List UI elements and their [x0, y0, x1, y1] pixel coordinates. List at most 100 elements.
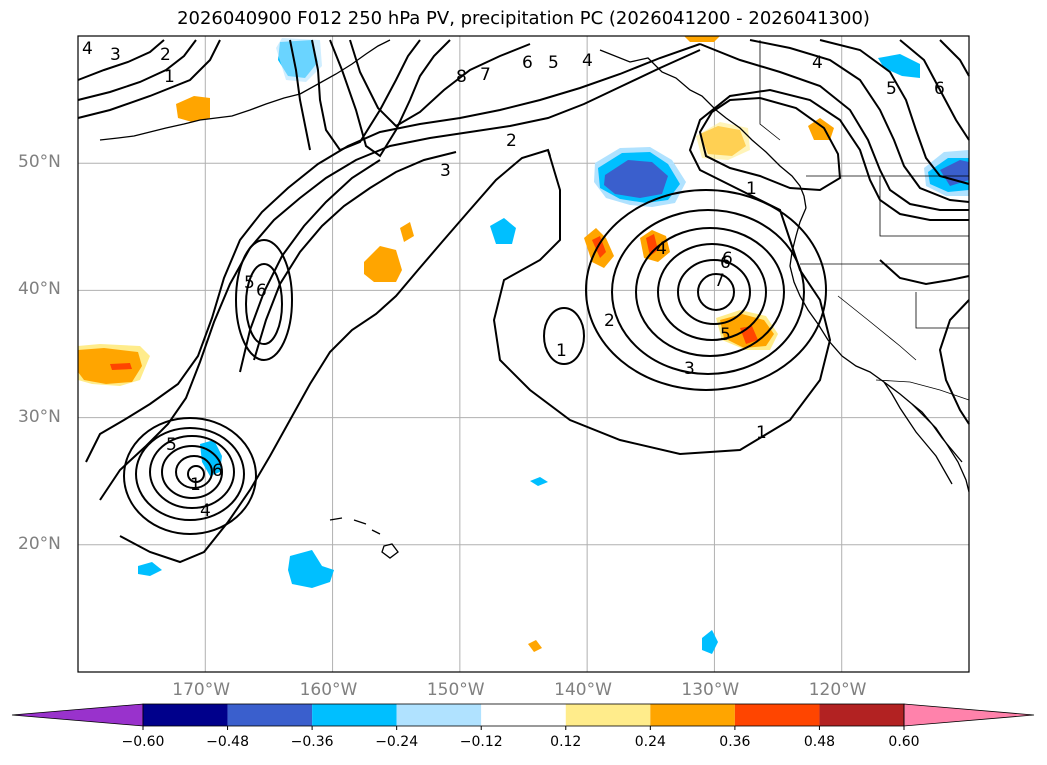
contour-north-5	[77, 39, 197, 101]
contour-west-low-3	[119, 148, 551, 564]
contour-central-ring1	[235, 239, 293, 361]
colorbar-tick-label: 0.12	[550, 734, 582, 750]
map-title: 2026040900 F012 250 hPa PV, precipitatio…	[177, 8, 870, 29]
colorbar-swatch	[227, 704, 313, 726]
contour-east-low-ring6	[697, 273, 735, 311]
contour-label: 5	[548, 53, 559, 73]
precipitation-shading	[78, 36, 969, 654]
neg-anomaly-tiny	[530, 477, 548, 486]
contour-west-low-ring2	[135, 427, 245, 521]
longitude-label: 170°W	[172, 680, 231, 700]
neg-anomaly-midocean	[490, 218, 516, 244]
latitude-label: 20°N	[18, 533, 61, 554]
contour-label: 6	[256, 281, 267, 301]
pos-anomaly-dateline-core	[110, 363, 132, 370]
colorbar-swatch	[143, 704, 228, 726]
contour-label: 6	[522, 53, 533, 73]
colorbar	[11, 703, 1035, 730]
contour-label: 4	[582, 51, 593, 71]
neg-anomaly-north-alaska-edge	[276, 38, 322, 82]
colorbar-swatch	[312, 704, 397, 726]
contour-label: 4	[656, 239, 667, 259]
contour-north-3	[349, 39, 531, 128]
contour-north-1	[311, 39, 421, 152]
contour-north-2	[329, 39, 451, 158]
colorbar-swatch	[650, 704, 735, 726]
contour-label: 4	[200, 501, 211, 521]
pos-anomaly-sw-of-gulf-core	[592, 236, 606, 258]
neg-anomaly-hawaii-south	[288, 550, 334, 588]
longitude-label: 140°W	[554, 680, 612, 700]
colorbar-extend-high	[903, 703, 1035, 727]
gridlines	[78, 36, 969, 672]
neg-anomaly-yukon	[878, 54, 920, 78]
contour-southeast-2	[879, 259, 970, 286]
neg-anomaly-bc-inner	[940, 160, 969, 186]
longitude-label: 120°W	[808, 680, 867, 700]
contour-label: 6	[934, 79, 945, 99]
contour-north-4	[289, 39, 311, 151]
contour-ne-5	[939, 39, 970, 77]
colorbar-outline	[142, 703, 905, 727]
us-mexico-border	[875, 379, 970, 401]
colorbar-swatch	[481, 704, 566, 726]
contour-label: 7	[480, 65, 491, 85]
contour-southeast-1	[938, 299, 970, 425]
latitude-label: 30°N	[18, 406, 61, 427]
coastlines	[99, 39, 970, 559]
contour-ne-4	[899, 39, 970, 141]
neg-anomaly-gulf-core	[604, 160, 668, 198]
pos-anomaly-top	[684, 36, 720, 42]
contour-label: 5	[244, 273, 255, 293]
pos-anomaly-south-small	[528, 640, 542, 652]
colorbar-extend-low	[11, 703, 144, 727]
contour-west-low-ring1	[123, 417, 257, 535]
contour-west-low-ring4	[161, 445, 223, 499]
hawaii-islands	[329, 517, 399, 559]
pos-anomaly-aleutian	[176, 96, 210, 122]
contour-labels: 3 2 1 4 8 7 6 5 4 2 3 4 5 6 6 5 6 1 1 2 …	[82, 39, 945, 521]
colorbar-swatch	[396, 704, 482, 726]
contour-ne-2	[749, 39, 970, 203]
contour-ne-3	[819, 39, 970, 185]
contour-east-low-ring4	[657, 243, 767, 341]
pv-contours	[77, 39, 970, 564]
neg-anomaly-small-west	[138, 562, 162, 576]
longitude-label: 130°W	[681, 680, 740, 700]
colorbar-tick-label: −0.60	[121, 734, 165, 750]
contour-label: 8	[456, 67, 467, 87]
colorbar-tick-label: 0.48	[803, 734, 836, 750]
contour-label: 7	[714, 271, 725, 291]
contour-label: 2	[506, 131, 517, 151]
pos-anomaly-alaska-panhandle-edge	[696, 122, 750, 160]
map-border	[77, 35, 970, 673]
latitude-label: 40°N	[18, 279, 61, 300]
pos-anomaly-central-north	[364, 246, 402, 282]
contour-west-low-1	[85, 43, 701, 463]
contour-label: 1	[190, 475, 201, 495]
pos-anomaly-central-tiny	[400, 222, 414, 242]
longitude-label: 150°W	[426, 680, 485, 700]
colorbar-swatch	[819, 704, 904, 726]
colorbar-tick-label: 0.36	[719, 734, 751, 750]
contour-label: 1	[164, 67, 175, 87]
contour-label: 6	[720, 253, 731, 273]
colorbar-swatch	[734, 704, 820, 726]
contour-label: 1	[756, 423, 767, 443]
contour-east-outer	[492, 88, 969, 456]
colorbar-tick-label: −0.36	[290, 734, 334, 750]
contour-label: 4	[812, 53, 823, 73]
contour-west-low-ring5	[175, 455, 213, 489]
map-frame	[78, 36, 969, 672]
contour-label: 2	[160, 45, 171, 65]
aleutians	[99, 93, 301, 141]
colorbar-tick-label: 0.24	[634, 734, 666, 750]
contour-central-trough-1	[239, 159, 381, 373]
contour-label: 5	[720, 325, 731, 345]
neg-anomaly-south	[702, 630, 718, 654]
contour-north-7	[77, 39, 221, 119]
colorbar-tick-label: 0.60	[888, 734, 920, 750]
us-canada-border-east	[879, 176, 969, 237]
state-line-3	[837, 295, 917, 361]
contour-east-small-ring	[543, 307, 585, 365]
